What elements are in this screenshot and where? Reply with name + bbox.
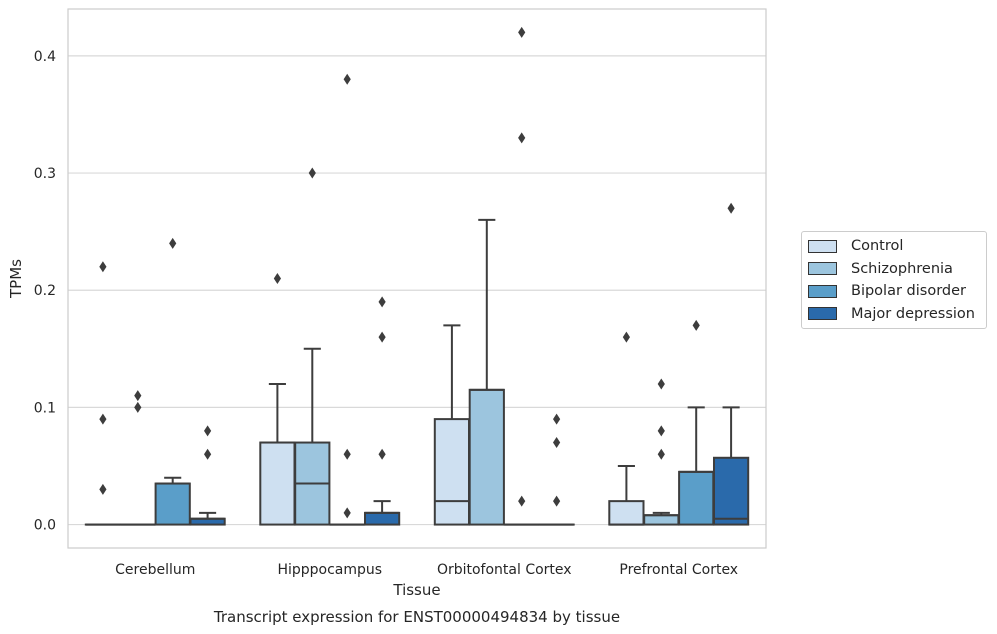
box-3-3 bbox=[712, 202, 750, 526]
outlier-point bbox=[204, 425, 212, 437]
legend-swatch bbox=[808, 262, 837, 276]
outlier-point bbox=[553, 437, 561, 449]
y-tick-label: 0.1 bbox=[34, 400, 56, 416]
outlier-point bbox=[343, 73, 351, 85]
legend-label: Control bbox=[851, 238, 904, 255]
outlier-point bbox=[99, 261, 107, 273]
box bbox=[363, 511, 401, 526]
outlier-point bbox=[518, 495, 526, 507]
legend-label: Major depression bbox=[851, 305, 975, 322]
outlier-point bbox=[169, 237, 177, 249]
box-0-0 bbox=[84, 261, 122, 526]
outlier-point bbox=[553, 495, 561, 507]
outlier-point bbox=[727, 202, 735, 214]
box-1-0 bbox=[259, 273, 296, 526]
legend-item: Major depression bbox=[802, 303, 986, 326]
y-tick-label: 0.2 bbox=[34, 283, 56, 299]
plot-frame bbox=[67, 8, 767, 549]
legend-item: Bipolar disorder bbox=[802, 280, 986, 303]
outlier-point bbox=[343, 507, 351, 519]
legend-swatch bbox=[808, 239, 837, 253]
outlier-point bbox=[378, 331, 386, 343]
outlier-point bbox=[518, 132, 526, 144]
box-2-2 bbox=[503, 26, 540, 526]
outlier-point bbox=[657, 378, 665, 390]
legend-swatch bbox=[808, 307, 837, 321]
box-2-3 bbox=[538, 413, 575, 526]
legend-item: Schizophrenia bbox=[802, 258, 986, 281]
box-3-1 bbox=[643, 378, 680, 526]
box bbox=[468, 388, 505, 526]
box-1-1 bbox=[294, 167, 331, 526]
box-0-3 bbox=[189, 425, 226, 526]
box-3-2 bbox=[678, 319, 715, 526]
box bbox=[678, 470, 715, 526]
chart-title: Transcript expression for ENST0000049483… bbox=[213, 608, 620, 626]
legend-label: Schizophrenia bbox=[851, 260, 953, 277]
box bbox=[154, 482, 191, 526]
x-tick-label: Hipppocampus bbox=[277, 562, 382, 578]
box-groups bbox=[84, 26, 750, 526]
outlier-point bbox=[308, 167, 316, 179]
box-2-1 bbox=[468, 218, 505, 526]
outlier-point bbox=[99, 483, 107, 495]
x-tick-label: Prefrontal Cortex bbox=[619, 562, 738, 578]
box bbox=[608, 500, 645, 526]
x-tick-label: Cerebellum bbox=[115, 562, 195, 578]
legend-swatch bbox=[808, 284, 837, 298]
x-tick-label: Orbitofontal Cortex bbox=[437, 562, 572, 578]
outlier-point bbox=[273, 273, 281, 284]
box-0-1 bbox=[119, 390, 156, 526]
outlier-point bbox=[553, 413, 561, 425]
legend: Control Schizophrenia Bipolar disorder Majo… bbox=[801, 231, 987, 329]
box-1-3 bbox=[363, 296, 401, 526]
x-axis-title: Tissue bbox=[392, 581, 440, 599]
y-tick-label: 0.4 bbox=[34, 49, 56, 65]
box bbox=[433, 418, 471, 526]
outlier-point bbox=[134, 401, 142, 413]
outlier-point bbox=[343, 448, 351, 460]
y-tick-label: 0.0 bbox=[34, 518, 56, 534]
box bbox=[712, 456, 750, 526]
outlier-point bbox=[378, 448, 386, 460]
outlier-point bbox=[657, 448, 665, 460]
box-0-2 bbox=[154, 237, 191, 526]
legend-label: Bipolar disorder bbox=[851, 283, 966, 300]
box-3-0 bbox=[608, 331, 645, 526]
y-axis-title: TPMs bbox=[7, 259, 25, 299]
outlier-point bbox=[378, 296, 386, 308]
outlier-point bbox=[204, 448, 212, 460]
outlier-point bbox=[622, 331, 630, 343]
box-2-0 bbox=[433, 324, 471, 526]
box-1-2 bbox=[329, 73, 366, 526]
outlier-point bbox=[657, 425, 665, 437]
box bbox=[643, 514, 680, 526]
box bbox=[259, 441, 296, 526]
y-tick-labels: 0.0 0.1 0.2 0.3 0.4 bbox=[34, 49, 56, 534]
outlier-point bbox=[518, 26, 526, 38]
outlier-point bbox=[134, 390, 142, 402]
x-tick-labels: Cerebellum Hipppocampus Orbitofontal Corte… bbox=[115, 562, 738, 578]
outlier-point bbox=[99, 413, 107, 425]
y-tick-label: 0.3 bbox=[34, 166, 56, 182]
outlier-point bbox=[692, 319, 700, 331]
legend-item: Control bbox=[802, 235, 986, 258]
